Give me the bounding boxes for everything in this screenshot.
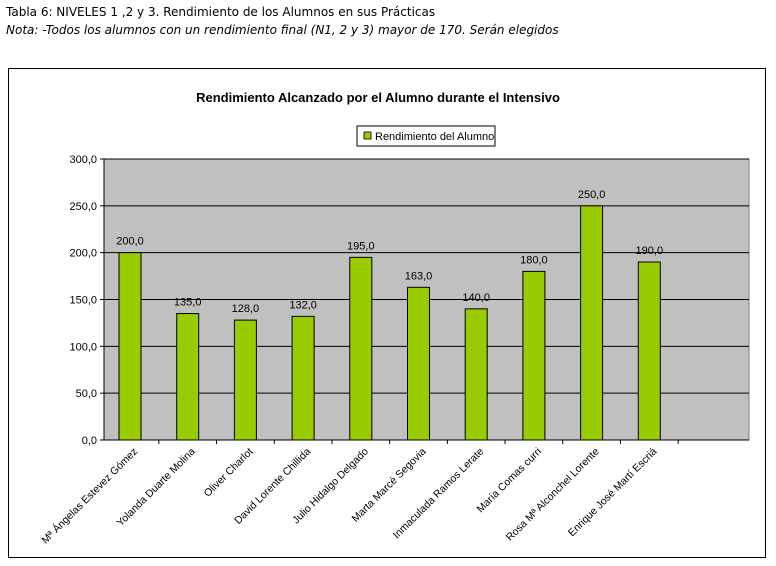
category-label: Oliver Charlot: [202, 446, 256, 500]
bar: [349, 256, 373, 441]
caption-title: Tabla 6: NIVELES 1 ,2 y 3. Rendimiento d…: [6, 5, 436, 19]
chart-title: Rendimiento Alcanzado por el Alumno dura…: [196, 90, 560, 105]
bar: [522, 270, 546, 441]
data-label: 195,0: [347, 240, 375, 252]
bar: [407, 286, 430, 441]
data-label: 250,0: [578, 189, 606, 201]
y-tick-label: 200,0: [69, 248, 97, 260]
y-tick-label: 50,0: [76, 388, 97, 400]
table-caption: Tabla 6: NIVELES 1 ,2 y 3. Rendimiento d…: [6, 3, 559, 39]
y-tick-label: 300,0: [69, 154, 97, 166]
legend: Rendimiento del Alumno: [356, 125, 496, 147]
y-tick-label: 0,0: [82, 435, 97, 447]
data-label: 132,0: [289, 299, 317, 311]
y-tick-label: 100,0: [69, 341, 97, 353]
data-label: 200,0: [116, 236, 144, 248]
data-label: 140,0: [462, 292, 490, 304]
data-label: 135,0: [174, 297, 202, 309]
bar: [118, 252, 142, 441]
bar: [176, 313, 200, 441]
data-label: 128,0: [232, 303, 260, 315]
y-tick-label: 250,0: [69, 201, 97, 213]
data-label: 180,0: [520, 254, 548, 266]
legend-box: [356, 125, 496, 147]
bars: [118, 205, 661, 441]
bar: [291, 315, 315, 441]
caption-note: Nota: -Todos los alumnos con un rendimie…: [6, 23, 559, 37]
data-label: 190,0: [636, 245, 664, 257]
legend-label: Rendimiento del Alumno: [375, 131, 494, 143]
bar: [637, 261, 661, 441]
category-label: Rosa Mª Alconchel Lorente: [504, 446, 602, 544]
y-tick-label: 150,0: [69, 295, 97, 307]
bar: [580, 205, 604, 441]
category-label: Mª Ángelas Estevez Gómez: [39, 445, 140, 546]
data-label: 163,0: [405, 270, 433, 282]
bar: [233, 319, 257, 441]
bar: [464, 308, 488, 441]
y-axis-ticks: 0,0 50,0 100,0 150,0 200,0 250,0 300,0: [69, 154, 104, 447]
legend-swatch: [363, 131, 372, 140]
data-labels: 200,0 135,0 128,0 132,0 195,0 163,0 140,0 180,0…: [116, 189, 663, 315]
